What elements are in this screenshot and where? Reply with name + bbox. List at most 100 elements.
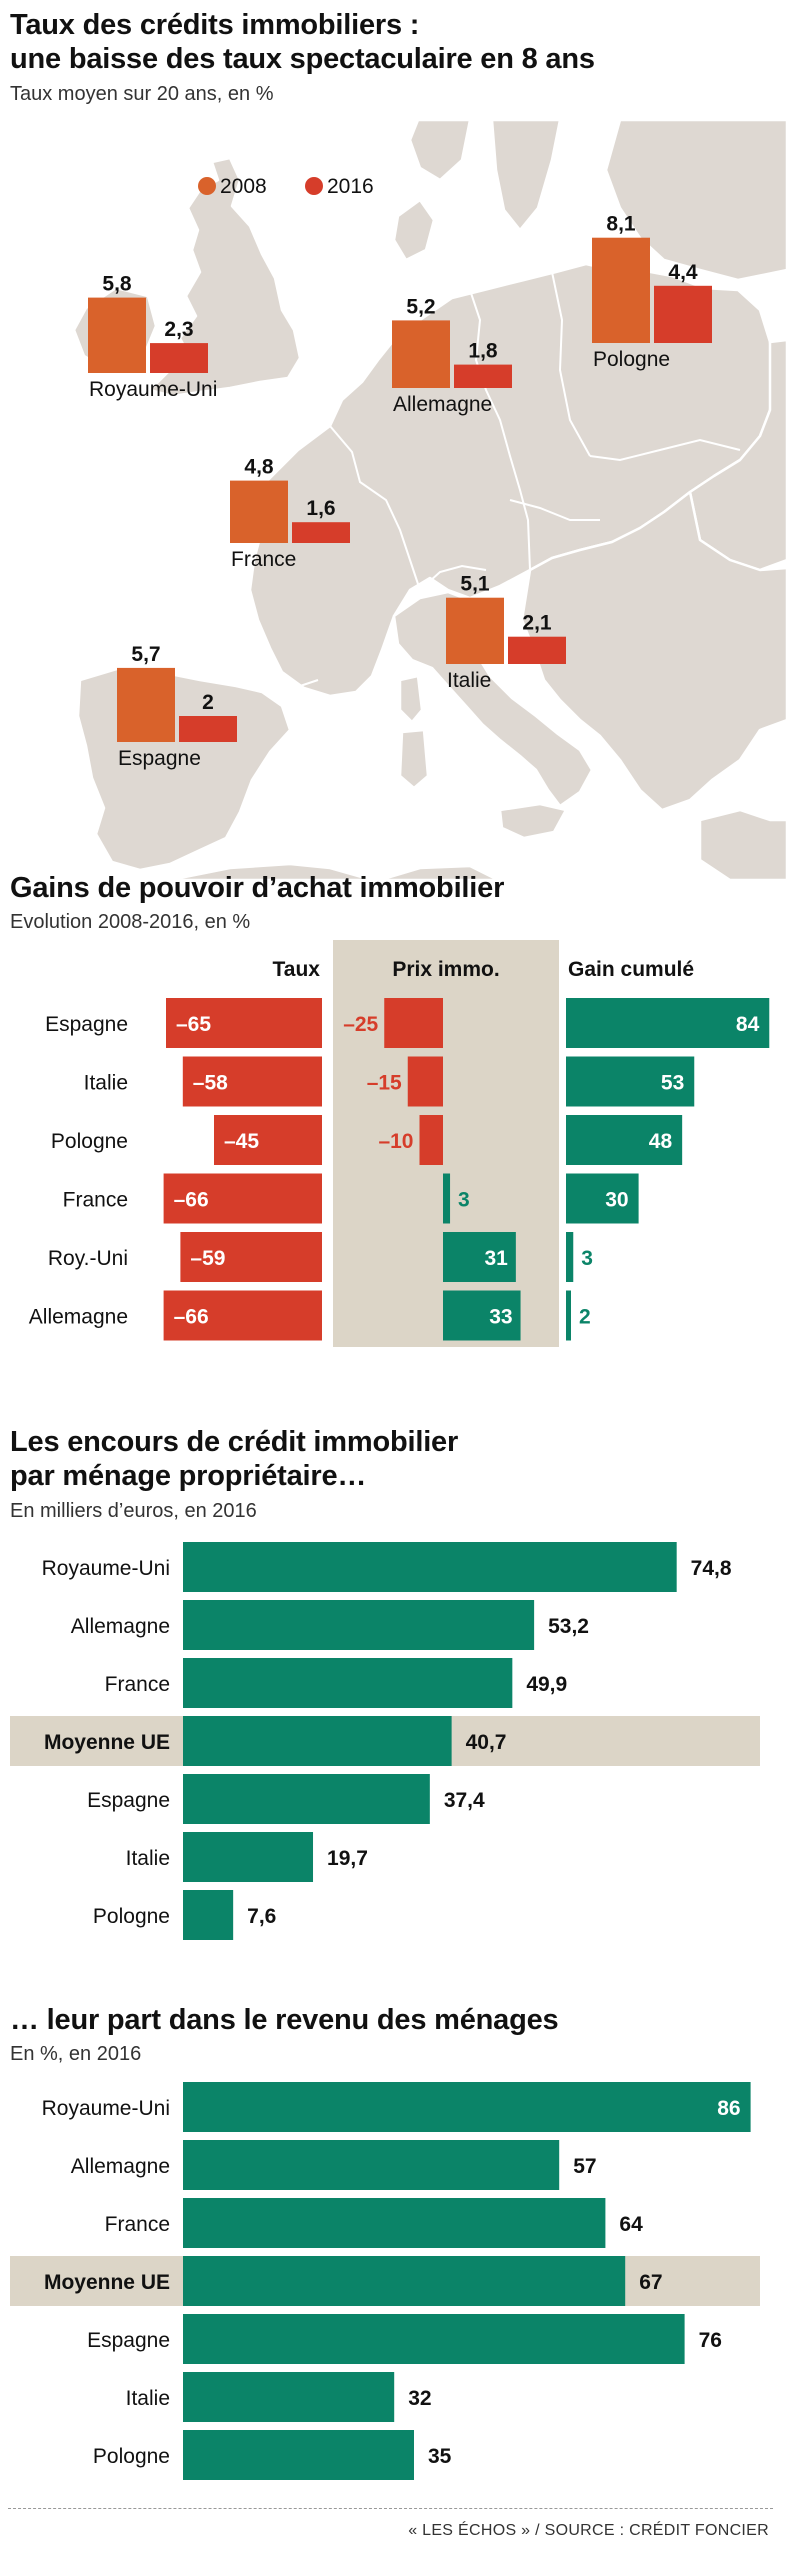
map-title-line1: Taux des crédits immobiliers : <box>10 9 420 41</box>
value-taux-pologne: –45 <box>224 1130 259 1153</box>
value-label-2016-allemagne: 1,8 <box>468 340 498 363</box>
bar-2016-royaume-uni <box>150 343 208 373</box>
column-header-gain-cumule: Gain cumulé <box>568 958 694 981</box>
rates-map-chart: 5,8 2,3 Royaume-Uni 5,2 1,8 Allemagne 8,1 4,4 Po… <box>72 120 787 880</box>
encours-title-line2: par ménage propriétaire… <box>10 1460 367 1492</box>
bar-gain-espagne <box>566 998 770 1048</box>
value-taux-italie: –58 <box>193 1072 228 1095</box>
bar-2016-italie <box>508 636 566 664</box>
column-header-taux: Taux <box>273 958 321 981</box>
value-label-espagne: 76 <box>699 2329 722 2352</box>
value-label-france: 49,9 <box>526 1673 567 1696</box>
bar-allemagne <box>183 2140 560 2190</box>
row-label-france: France <box>63 1189 128 1212</box>
legend-label-2016: 2016 <box>327 175 374 198</box>
bar-moyenne-ue <box>183 1716 452 1766</box>
bar-pologne <box>183 2430 414 2480</box>
row-label-royaume-uni: Royaume-Uni <box>42 1557 170 1580</box>
bar-gain-allemagne <box>566 1290 571 1341</box>
bar-2008-royaume-uni <box>88 297 146 373</box>
country-label-pologne: Pologne <box>593 348 670 371</box>
bar-espagne <box>183 1774 430 1824</box>
bar-pologne <box>183 1890 234 1940</box>
row-label-allemagne: Allemagne <box>71 1615 170 1638</box>
bar-gain-pologne <box>566 1115 683 1165</box>
map-subtitle: Taux moyen sur 20 ans, en % <box>10 83 274 105</box>
footer-divider <box>8 2508 773 2509</box>
bar-moyenne-ue <box>183 2256 626 2306</box>
bar-2016-pologne <box>654 285 712 343</box>
bar-prix-espagne <box>384 998 443 1048</box>
bar-allemagne <box>183 1600 535 1650</box>
mortgage-outstanding-chart: Royaume-Uni 74,8 Allemagne 53,2 France 49,9 Mo… <box>10 1542 760 1940</box>
bar-royaume-uni <box>183 2082 751 2132</box>
row-label-france: France <box>105 2213 170 2236</box>
part-subtitle: En %, en 2016 <box>10 2043 142 2065</box>
bar-royaume-uni <box>183 1542 677 1592</box>
value-label-2008-espagne: 5,7 <box>131 643 160 666</box>
bar-2016-espagne <box>179 716 237 742</box>
value-prix-italie: –15 <box>367 1072 402 1095</box>
bar-2016-allemagne <box>454 364 512 388</box>
europe-map-background <box>72 120 787 880</box>
value-prix-pologne: –10 <box>378 1130 413 1153</box>
value-gain-espagne: 84 <box>736 1013 760 1036</box>
value-label-moyenne-ue: 67 <box>639 2271 662 2294</box>
row-label-pologne: Pologne <box>93 2445 170 2468</box>
value-gain-pologne: 48 <box>649 1130 673 1153</box>
row-label-allemagne: Allemagne <box>29 1306 128 1329</box>
row-label-moyenne-ue: Moyenne UE <box>44 2271 170 2294</box>
part-title: … leur part dans le revenu des ménages <box>10 2004 559 2036</box>
value-label-allemagne: 53,2 <box>548 1615 589 1638</box>
row-label-pologne: Pologne <box>93 1905 170 1928</box>
bar-taux-pologne <box>214 1115 322 1165</box>
value-label-italie: 32 <box>408 2387 431 2410</box>
value-label-moyenne-ue: 40,7 <box>466 1731 507 1754</box>
row-label-roy-uni: Roy.-Uni <box>48 1247 128 1270</box>
bar-taux-allemagne <box>163 1290 322 1341</box>
value-prix-france: 3 <box>458 1189 470 1212</box>
value-label-2008-allemagne: 5,2 <box>406 295 435 318</box>
value-taux-espagne: –65 <box>176 1013 211 1036</box>
value-label-2016-espagne: 2 <box>202 691 214 714</box>
value-label-2016-pologne: 4,4 <box>668 261 698 284</box>
bar-prix-italie <box>407 1056 443 1107</box>
bar-prix-allemagne <box>443 1290 521 1341</box>
row-label-moyenne-ue: Moyenne UE <box>44 1731 170 1754</box>
bar-taux-espagne <box>166 998 322 1048</box>
gains-title: Gains de pouvoir d’achat immobilier <box>10 872 505 904</box>
value-label-2008-france: 4,8 <box>244 456 274 479</box>
purchasing-power-chart: Taux Prix immo. Gain cumulé Espagne –65 –25 84… <box>29 940 770 1347</box>
bar-taux-france <box>163 1173 322 1224</box>
legend-swatch-2016 <box>305 177 323 195</box>
map-title-line2: une baisse des taux spectaculaire en 8 a… <box>10 43 595 75</box>
value-label-royaume-uni: 86 <box>717 2097 740 2120</box>
value-label-2016-italie: 2,1 <box>522 612 552 635</box>
row-label-italie: Italie <box>126 2387 170 2410</box>
bar-gain-france <box>566 1173 639 1224</box>
bar-2008-italie <box>446 597 504 664</box>
prix-immo-panel <box>333 940 559 1347</box>
row-label-allemagne: Allemagne <box>71 2155 170 2178</box>
bar-france <box>183 2198 606 2248</box>
bar-france <box>183 1658 513 1708</box>
encours-title-line1: Les encours de crédit immobilier <box>10 1426 459 1458</box>
value-taux-allemagne: –66 <box>174 1306 209 1329</box>
value-label-espagne: 37,4 <box>444 1789 485 1812</box>
country-label-france: France <box>231 548 296 571</box>
value-label-2016-france: 1,6 <box>306 497 335 520</box>
value-label-2008-royaume-uni: 5,8 <box>102 273 132 296</box>
row-label-espagne: Espagne <box>45 1013 128 1036</box>
bar-2016-france <box>292 522 350 543</box>
income-share-chart: Royaume-Uni 86 Allemagne 57 France 64 Moyenne … <box>10 2082 760 2480</box>
value-label-2008-italie: 5,1 <box>460 573 490 596</box>
bar-prix-roy-uni <box>443 1232 516 1282</box>
encours-subtitle: En milliers d’euros, en 2016 <box>10 1500 257 1522</box>
value-prix-allemagne: 33 <box>489 1306 512 1329</box>
value-gain-italie: 53 <box>661 1072 684 1095</box>
value-prix-roy-uni: 31 <box>484 1247 508 1270</box>
value-prix-espagne: –25 <box>343 1013 378 1036</box>
legend-swatch-2008 <box>198 177 216 195</box>
bar-gain-roy-uni <box>566 1232 574 1282</box>
value-gain-allemagne: 2 <box>579 1306 591 1329</box>
